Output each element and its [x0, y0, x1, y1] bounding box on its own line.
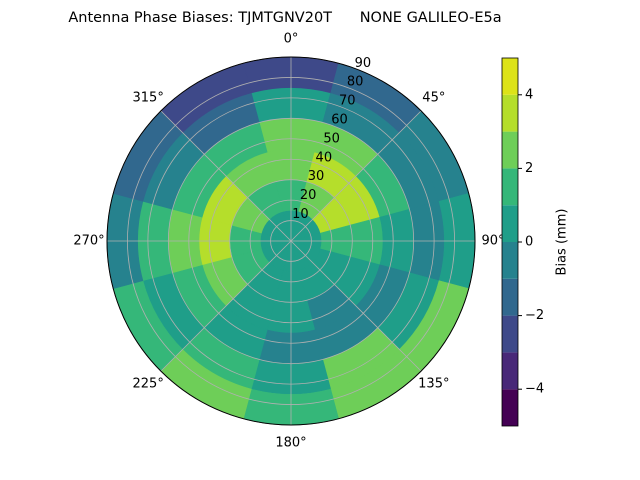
r-tick-label: 40 — [316, 150, 333, 165]
grid-spoke — [290, 240, 422, 372]
colorbar-swatch — [502, 131, 518, 169]
polar-frame — [106, 56, 476, 426]
colorbar-swatch — [502, 242, 518, 279]
colorbar-swatch — [502, 58, 518, 95]
colorbar-swatch — [502, 352, 518, 390]
colorbar-tick-label: 0 — [525, 235, 533, 250]
theta-tick-label: 135° — [418, 376, 449, 391]
colorbar: −4 −2 0 2 4 — [501, 57, 544, 427]
r-tick-label: 20 — [300, 188, 317, 203]
colorbar-swatch — [502, 205, 518, 242]
theta-tick-label: 180° — [275, 436, 306, 451]
colorbar-swatch — [502, 278, 518, 316]
theta-tick-label: 270° — [73, 234, 104, 249]
colorbar-tick-label: −4 — [525, 382, 544, 397]
theta-tick-label: 315° — [133, 91, 164, 106]
colorbar-swatch — [502, 94, 518, 132]
theta-tick-label: 225° — [133, 376, 164, 391]
grid-spoke — [160, 110, 292, 242]
colorbar-swatch — [502, 168, 518, 206]
colorbar-tick-label: −2 — [525, 308, 544, 323]
r-tick-label: 80 — [347, 75, 364, 90]
r-tick-label: 10 — [292, 207, 309, 222]
r-tick-label: 90 — [355, 56, 372, 71]
grid-spoke — [290, 110, 422, 242]
theta-tick-label: 0° — [284, 32, 299, 47]
chart-title: Antenna Phase Biases: TJMTGNV20T NONE GA… — [68, 10, 501, 26]
theta-tick-label: 90° — [481, 234, 504, 249]
grid — [106, 56, 476, 426]
colorbar-swatch — [502, 315, 518, 353]
colorbar-swatch — [502, 389, 518, 426]
grid-spoke — [160, 240, 292, 372]
colorbar-label: Bias (mm) — [555, 209, 570, 276]
r-tick-label: 70 — [339, 94, 356, 109]
theta-tick-label: 45° — [422, 91, 445, 106]
r-tick-label: 30 — [308, 169, 325, 184]
r-tick-label: 50 — [323, 131, 340, 146]
colorbar-tick-label: 4 — [525, 87, 533, 102]
colorbar-tick-label: 2 — [525, 161, 533, 176]
labels: 10 20 30 40 50 60 70 80 90 0° 45° 90° 135° 180° 225° 27… — [73, 32, 504, 451]
r-tick-label: 60 — [331, 112, 348, 127]
